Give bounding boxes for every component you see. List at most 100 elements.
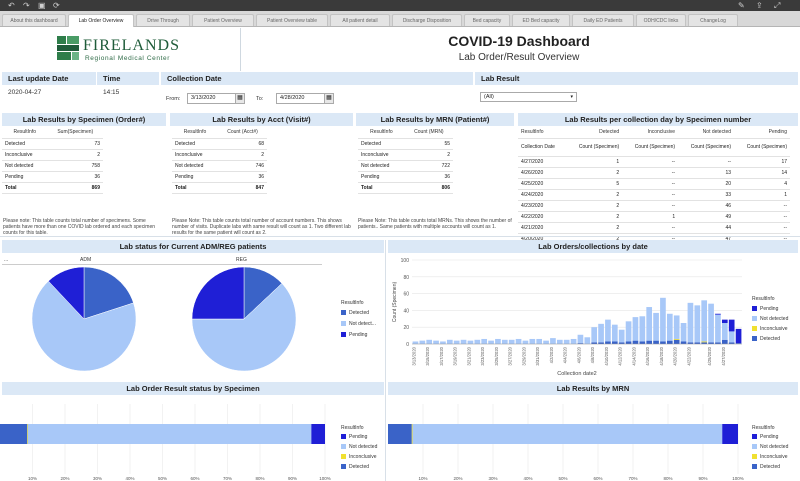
tab-ed-bed-capacity[interactable]: ED Bed capacity (512, 14, 570, 26)
stack-segment-not-detected[interactable] (27, 424, 312, 444)
bar-detected[interactable] (680, 341, 687, 344)
edit-icon[interactable]: ✎ (738, 1, 745, 10)
bar-not-detected[interactable] (660, 297, 666, 342)
bar-not-detected[interactable] (666, 313, 673, 341)
calendar-icon[interactable]: ▦ (235, 94, 244, 103)
bar-not-detected[interactable] (419, 340, 426, 344)
stack-segment-detected[interactable] (0, 424, 28, 444)
bar-not-detected[interactable] (598, 323, 604, 343)
tab-odh-cdc-links[interactable]: ODH/CDC links (636, 14, 686, 26)
bar-not-detected[interactable] (701, 300, 708, 342)
bar-not-detected[interactable] (543, 340, 549, 344)
bar-not-detected[interactable] (618, 329, 625, 343)
bar-detected[interactable] (715, 342, 721, 344)
bar-detected[interactable] (605, 341, 611, 344)
bar-detected[interactable] (625, 341, 632, 344)
bar-not-detected[interactable] (694, 305, 701, 343)
pie-slice-not-detected[interactable] (31, 280, 137, 372)
bar-not-detected[interactable] (488, 340, 494, 344)
bar-not-detected[interactable] (632, 317, 639, 341)
bar-not-detected[interactable] (653, 312, 659, 341)
undo-icon[interactable]: ↶ (8, 1, 15, 10)
bar-detected[interactable] (728, 342, 735, 344)
bar-not-detected[interactable] (728, 331, 735, 343)
tab-changelog[interactable]: ChangeLog (688, 14, 738, 26)
share-icon[interactable]: ⇪ (756, 1, 763, 10)
save-icon[interactable]: ▣ (38, 1, 46, 10)
bar-not-detected[interactable] (721, 323, 728, 340)
tab-bed-capacity[interactable]: Bed capacity (464, 14, 510, 26)
bar-not-detected[interactable] (508, 339, 515, 344)
bar-inconclusive[interactable] (701, 341, 708, 343)
stack-segment-detected[interactable] (388, 424, 412, 444)
lab-result-select[interactable]: (All) ▾ (480, 92, 577, 102)
tab-daily-ed-patients[interactable]: Daily ED Patients (572, 14, 634, 26)
bar-pending[interactable] (715, 313, 721, 315)
bar-detected[interactable] (591, 342, 598, 344)
fullscreen-icon[interactable]: ⤢ (774, 1, 781, 10)
pie-slice-detected[interactable] (83, 266, 134, 320)
calendar-icon[interactable]: ▦ (324, 94, 333, 103)
bar-not-detected[interactable] (467, 340, 474, 344)
bar-not-detected[interactable] (446, 339, 453, 344)
bar-not-detected[interactable] (433, 340, 439, 344)
to-date-input[interactable]: 4/28/2020 ▦ (276, 93, 334, 104)
bar-detected[interactable] (653, 340, 659, 344)
bar-not-detected[interactable] (460, 339, 467, 344)
bar-pending[interactable] (735, 328, 742, 344)
bar-not-detected[interactable] (639, 316, 646, 342)
bar-not-detected[interactable] (481, 338, 488, 344)
bar-detected[interactable] (708, 342, 714, 344)
from-date-input[interactable]: 3/13/2020 ▦ (187, 93, 245, 104)
stack-segment-inconclusive[interactable] (411, 424, 413, 444)
bar-not-detected[interactable] (515, 338, 522, 344)
refresh-icon[interactable]: ⟳ (53, 1, 60, 10)
bar-not-detected[interactable] (687, 302, 694, 343)
bar-not-detected[interactable] (584, 337, 591, 344)
tab-all-patient-detail[interactable]: All patient detail (330, 14, 390, 26)
tab-drive-through[interactable]: Drive Through (136, 14, 190, 26)
bar-not-detected[interactable] (577, 334, 584, 344)
bar-detected[interactable] (632, 340, 639, 344)
bar-not-detected[interactable] (646, 307, 653, 341)
tab-about[interactable]: About this dashboard (2, 14, 66, 26)
bar-detected[interactable] (673, 339, 680, 344)
bar-detected[interactable] (577, 343, 584, 344)
redo-icon[interactable]: ↷ (23, 1, 30, 10)
bar-not-detected[interactable] (495, 338, 501, 344)
tab-patient-overview-table[interactable]: Patient Overview table (256, 14, 328, 26)
bar-not-detected[interactable] (474, 339, 481, 344)
bar-detected[interactable] (598, 342, 604, 344)
tab-patient-overview[interactable]: Patient Overview (192, 14, 254, 26)
bar-detected[interactable] (687, 342, 694, 344)
bar-not-detected[interactable] (556, 339, 563, 344)
bar-detected[interactable] (660, 341, 666, 344)
bar-not-detected[interactable] (708, 303, 714, 343)
bar-not-detected[interactable] (605, 319, 611, 342)
bar-detected[interactable] (646, 340, 653, 344)
bar-detected[interactable] (701, 342, 708, 344)
bar-not-detected[interactable] (440, 341, 446, 344)
bar-not-detected[interactable] (529, 338, 536, 344)
bar-not-detected[interactable] (591, 327, 598, 343)
bar-not-detected[interactable] (611, 324, 618, 342)
pie-slice-pending[interactable] (48, 266, 85, 320)
bar-detected[interactable] (639, 341, 646, 344)
bar-not-detected[interactable] (680, 323, 687, 342)
bar-pending[interactable] (721, 319, 728, 323)
bar-detected[interactable] (694, 342, 701, 344)
bar-inconclusive[interactable] (673, 338, 680, 340)
bar-not-detected[interactable] (426, 339, 433, 344)
tab-discharge-disposition[interactable]: Discharge Disposition (392, 14, 462, 26)
bar-detected[interactable] (735, 343, 742, 344)
stack-segment-not-detected[interactable] (412, 424, 723, 444)
bar-not-detected[interactable] (522, 340, 529, 344)
tab-lab-order-overview[interactable]: Lab Order Overview (68, 14, 134, 27)
bar-detected[interactable] (721, 339, 728, 344)
bar-not-detected[interactable] (501, 339, 508, 344)
bar-detected[interactable] (618, 342, 625, 344)
stack-segment-inconclusive[interactable] (27, 424, 28, 444)
bar-not-detected[interactable] (673, 315, 680, 339)
bar-pending[interactable] (728, 319, 735, 332)
bar-detected[interactable] (611, 341, 618, 344)
